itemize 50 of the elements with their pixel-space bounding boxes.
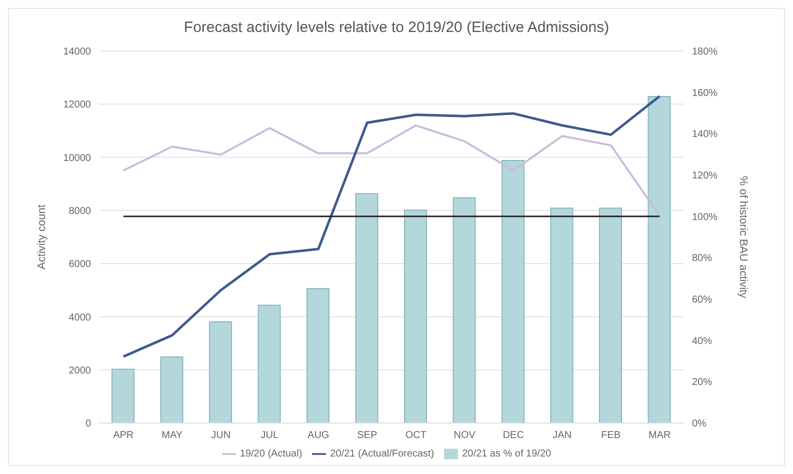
- y2-tick-label: 160%: [692, 88, 718, 99]
- legend-label: 20/21 (Actual/Forecast): [330, 448, 434, 460]
- bar: [160, 356, 184, 423]
- y-tick-label: 8000: [68, 206, 92, 217]
- x-tick-label: JAN: [552, 430, 572, 442]
- bar: [112, 368, 134, 423]
- line-series: [122, 94, 661, 358]
- y-tick-label: 10000: [63, 152, 92, 164]
- y2-tick-label: 60%: [692, 294, 712, 306]
- x-tick-label: FEB: [601, 430, 621, 442]
- bar: [550, 208, 574, 423]
- x-tick-label: AUG: [308, 430, 330, 442]
- bar: [502, 160, 524, 423]
- legend-label: 20/21 as % of 19/20: [462, 448, 552, 460]
- y2-tick-label: 80%: [692, 253, 712, 264]
- y2-tick-label: 120%: [692, 170, 718, 182]
- y-tick-label: 6000: [68, 259, 92, 270]
- y2-tick-label: 0%: [692, 418, 707, 430]
- bar: [599, 208, 622, 423]
- x-tick-label: MAY: [162, 430, 183, 442]
- y2-tick-label: 20%: [692, 377, 712, 388]
- bar: [404, 210, 427, 423]
- y2-axis-title: % of historic BAU activity: [737, 176, 750, 299]
- x-tick-label: NOV: [454, 430, 476, 442]
- y-axis-title: Activity count: [36, 204, 48, 270]
- y-tick-label: 14000: [63, 46, 92, 58]
- y-tick-label: 4000: [68, 312, 92, 324]
- bar: [306, 288, 330, 423]
- bar: [648, 96, 671, 423]
- bar: [258, 304, 281, 423]
- y-tick-label: 0: [85, 418, 92, 430]
- x-tick-label: OCT: [405, 430, 426, 442]
- y2-tick-label: 180%: [692, 46, 718, 58]
- legend-label: 19/20 (Actual): [240, 448, 302, 460]
- chart-title: Forecast activity levels relative to 2019/20 (Elective Admissions): [182, 18, 610, 38]
- y-tick-label: 2000: [68, 365, 92, 376]
- bar: [355, 193, 378, 423]
- x-tick-label: MAR: [648, 430, 671, 442]
- bar: [452, 197, 476, 423]
- x-tick-label: APR: [113, 430, 134, 442]
- y2-tick-label: 140%: [692, 129, 718, 140]
- x-tick-label: SEP: [357, 430, 378, 442]
- line-series: [122, 124, 661, 217]
- x-tick-label: JUN: [211, 430, 231, 442]
- x-tick-label: JUL: [260, 430, 279, 442]
- bar: [209, 321, 232, 423]
- y2-tick-label: 40%: [692, 336, 712, 347]
- x-tick-label: DEC: [502, 430, 524, 442]
- y2-tick-label: 100%: [692, 212, 718, 223]
- y-tick-label: 12000: [63, 100, 92, 111]
